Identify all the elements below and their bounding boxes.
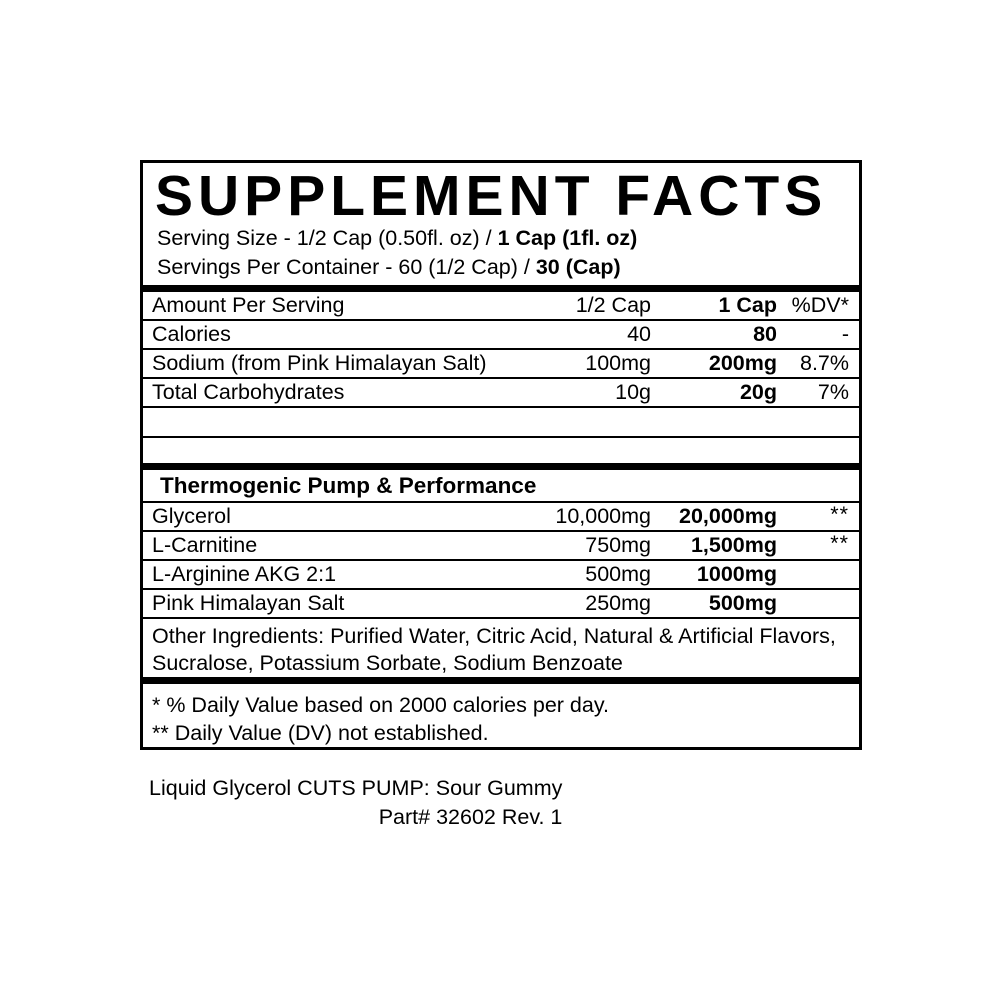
servings-per-container-text: Servings Per Container - 60 (1/2 Cap) / xyxy=(157,255,536,279)
product-name: Liquid Glycerol CUTS PUMP: Sour Gummy xyxy=(149,776,563,800)
row-value-full: 80 xyxy=(753,322,777,346)
column-header-half-cap: 1/2 Cap xyxy=(575,293,651,317)
row-name: Pink Himalayan Salt xyxy=(152,591,345,615)
footnote-daily-value: * % Daily Value based on 2000 calories p… xyxy=(152,693,609,717)
row-name: L-Carnitine xyxy=(152,533,258,557)
separator-bar-middle xyxy=(143,463,859,470)
supplement-facts-panel: SUPPLEMENT FACTS Serving Size - 1/2 Cap … xyxy=(140,160,862,750)
table-row-calories: Calories 40 80 - xyxy=(143,321,859,350)
serving-size-line: Serving Size - 1/2 Cap (0.50fl. oz) / 1 … xyxy=(155,224,849,253)
row-value-dv: - xyxy=(841,322,849,346)
row-value-half: 40 xyxy=(627,322,651,346)
column-header-dv: %DV* xyxy=(791,293,849,317)
serving-size-bold: 1 Cap (1fl. oz) xyxy=(497,226,638,250)
row-value-dv: ** xyxy=(830,502,849,526)
separator-bar-top xyxy=(143,285,859,292)
row-value-full: 20,000mg xyxy=(678,504,777,528)
part-number: Part# 32602 Rev. 1 xyxy=(378,805,563,829)
row-value-full: 1,500mg xyxy=(690,533,777,557)
row-value-half: 250mg xyxy=(585,591,651,615)
row-value-half: 100mg xyxy=(585,351,651,375)
table-row-carbohydrates: Total Carbohydrates 10g 20g 7% xyxy=(143,379,859,408)
other-ingredients: Other Ingredients: Purified Water, Citri… xyxy=(152,624,836,675)
row-value-half: 10g xyxy=(615,380,651,404)
row-value-full: 500mg xyxy=(708,591,777,615)
row-name: Glycerol xyxy=(152,504,231,528)
footnote-dv-not-established: ** Daily Value (DV) not established. xyxy=(152,721,489,745)
table-row-l-arginine: L-Arginine AKG 2:1 500mg 1000mg xyxy=(143,561,859,590)
servings-per-container-bold: 30 (Cap) xyxy=(535,255,621,279)
table-row-glycerol: Glycerol 10,000mg 20,000mg ** xyxy=(143,503,859,532)
row-name: L-Arginine AKG 2:1 xyxy=(152,562,337,586)
row-name: Sodium (from Pink Himalayan Salt) xyxy=(152,351,487,375)
row-value-full: 1000mg xyxy=(696,562,777,586)
section-heading: Thermogenic Pump & Performance xyxy=(143,470,859,503)
product-footer: Liquid Glycerol CUTS PUMP: Sour Gummy Pa… xyxy=(149,774,562,832)
spacer-row xyxy=(143,438,859,463)
row-value-half: 10,000mg xyxy=(555,504,651,528)
column-header-one-cap: 1 Cap xyxy=(718,293,777,317)
spacer-row xyxy=(143,408,859,438)
table-row-l-carnitine: L-Carnitine 750mg 1,500mg ** xyxy=(143,532,859,561)
row-value-full: 200mg xyxy=(708,351,777,375)
table-row-pink-himalayan-salt: Pink Himalayan Salt 250mg 500mg xyxy=(143,590,859,619)
label-title: SUPPLEMENT FACTS xyxy=(155,164,828,228)
servings-per-container-line: Servings Per Container - 60 (1/2 Cap) / … xyxy=(155,253,849,282)
row-value-full: 20g xyxy=(739,380,777,404)
row-value-dv: 8.7% xyxy=(799,351,849,375)
serving-size-text: Serving Size - 1/2 Cap (0.50fl. oz) / xyxy=(157,226,498,250)
footnotes: * % Daily Value based on 2000 calories p… xyxy=(143,684,859,747)
table-row-sodium: Sodium (from Pink Himalayan Salt) 100mg … xyxy=(143,350,859,379)
row-value-half: 750mg xyxy=(585,533,651,557)
amount-per-serving-header-row: Amount Per Serving 1/2 Cap 1 Cap %DV* xyxy=(143,292,859,321)
row-name: Calories xyxy=(152,322,231,346)
separator-bar-bottom xyxy=(143,677,859,684)
row-value-half: 500mg xyxy=(585,562,651,586)
row-name: Total Carbohydrates xyxy=(152,380,345,404)
row-value-dv: ** xyxy=(830,531,849,555)
label-header: SUPPLEMENT FACTS Serving Size - 1/2 Cap … xyxy=(143,163,859,285)
column-header-name: Amount Per Serving xyxy=(152,293,345,317)
row-value-dv: 7% xyxy=(817,380,849,404)
